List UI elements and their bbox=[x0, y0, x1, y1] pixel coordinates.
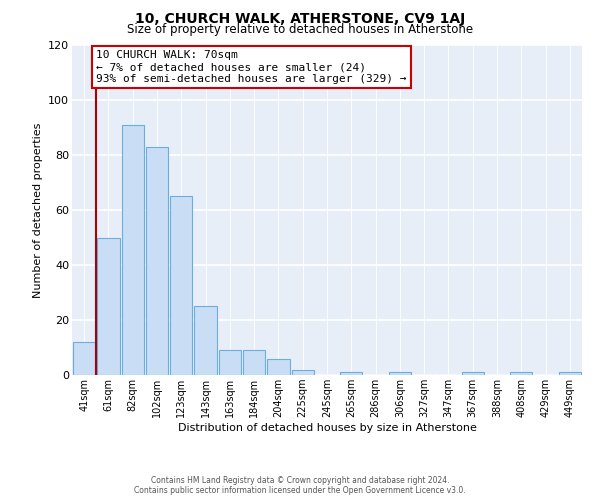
Y-axis label: Number of detached properties: Number of detached properties bbox=[32, 122, 43, 298]
Bar bbox=[170, 196, 193, 375]
Bar bbox=[73, 342, 95, 375]
Bar bbox=[194, 306, 217, 375]
Bar bbox=[146, 147, 168, 375]
X-axis label: Distribution of detached houses by size in Atherstone: Distribution of detached houses by size … bbox=[178, 423, 476, 433]
Text: 10, CHURCH WALK, ATHERSTONE, CV9 1AJ: 10, CHURCH WALK, ATHERSTONE, CV9 1AJ bbox=[135, 12, 465, 26]
Bar bbox=[97, 238, 119, 375]
Text: Contains HM Land Registry data © Crown copyright and database right 2024.
Contai: Contains HM Land Registry data © Crown c… bbox=[134, 476, 466, 495]
Text: Size of property relative to detached houses in Atherstone: Size of property relative to detached ho… bbox=[127, 22, 473, 36]
Bar bbox=[510, 372, 532, 375]
Bar bbox=[461, 372, 484, 375]
Bar bbox=[559, 372, 581, 375]
Bar bbox=[389, 372, 411, 375]
Bar bbox=[267, 358, 290, 375]
Bar bbox=[243, 350, 265, 375]
Bar bbox=[292, 370, 314, 375]
Bar bbox=[340, 372, 362, 375]
Text: 10 CHURCH WALK: 70sqm
← 7% of detached houses are smaller (24)
93% of semi-detac: 10 CHURCH WALK: 70sqm ← 7% of detached h… bbox=[96, 50, 407, 84]
Bar bbox=[122, 124, 144, 375]
Bar bbox=[218, 350, 241, 375]
